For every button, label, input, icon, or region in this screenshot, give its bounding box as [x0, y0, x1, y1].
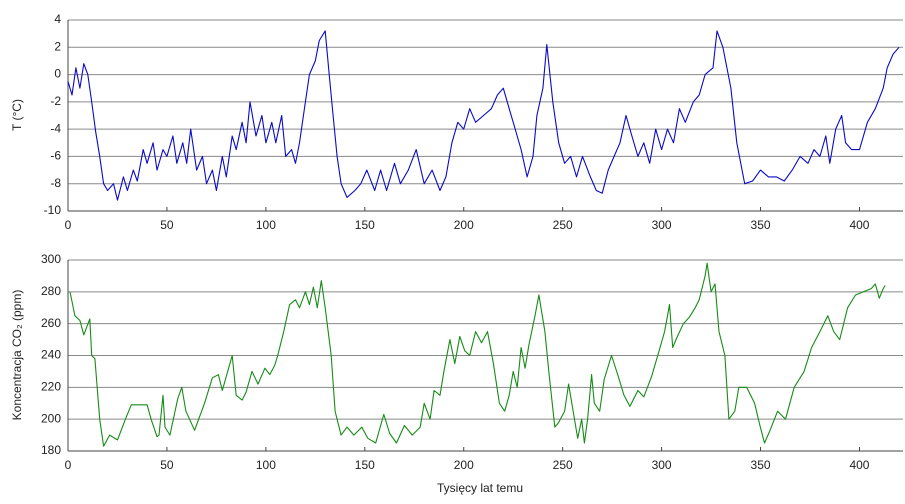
data-line: [69, 262, 886, 447]
y-tick-label: 260: [41, 316, 61, 330]
y-tick-label: 300: [41, 252, 61, 266]
x-tick-label: 250: [553, 458, 573, 472]
x-tick-label: 300: [652, 218, 672, 232]
y-tick-label: 200: [41, 411, 61, 425]
y-tick-label: -2: [50, 94, 61, 108]
x-tick-label: 150: [355, 218, 375, 232]
y-axis-label: Koncentracja CO₂ (ppm): [10, 290, 24, 421]
x-tick-label: 150: [355, 458, 375, 472]
y-tick-label: -8: [50, 176, 61, 190]
x-tick-label: 400: [849, 458, 869, 472]
y-tick-label: 280: [41, 284, 61, 298]
y-tick-label: -6: [50, 149, 61, 163]
y-tick-label: 0: [54, 67, 61, 81]
x-tick-label: 400: [849, 218, 869, 232]
x-tick-label: 0: [65, 218, 72, 232]
y-tick-label: 240: [41, 348, 61, 362]
y-tick-label: 180: [41, 443, 61, 457]
x-tick-label: 200: [454, 458, 474, 472]
x-tick-label: 200: [454, 218, 474, 232]
x-tick-label: 300: [652, 458, 672, 472]
y-tick-label: -4: [50, 121, 61, 135]
x-tick-label: 50: [160, 218, 174, 232]
x-tick-label: 50: [160, 458, 174, 472]
x-tick-label: 350: [751, 218, 771, 232]
x-tick-label: 250: [553, 218, 573, 232]
x-tick-label: 100: [256, 218, 276, 232]
y-tick-label: 220: [41, 380, 61, 394]
data-line: [67, 30, 900, 201]
y-tick-label: 2: [54, 39, 61, 53]
x-tick-label: 350: [751, 458, 771, 472]
y-tick-label: -10: [44, 203, 62, 217]
y-tick-label: 4: [54, 12, 61, 26]
x-tick-label: 100: [256, 458, 276, 472]
x-tick-label: 0: [65, 458, 72, 472]
y-axis-label: T (°C): [10, 99, 24, 131]
x-axis-label: Tysięcy lat temu: [437, 481, 523, 495]
